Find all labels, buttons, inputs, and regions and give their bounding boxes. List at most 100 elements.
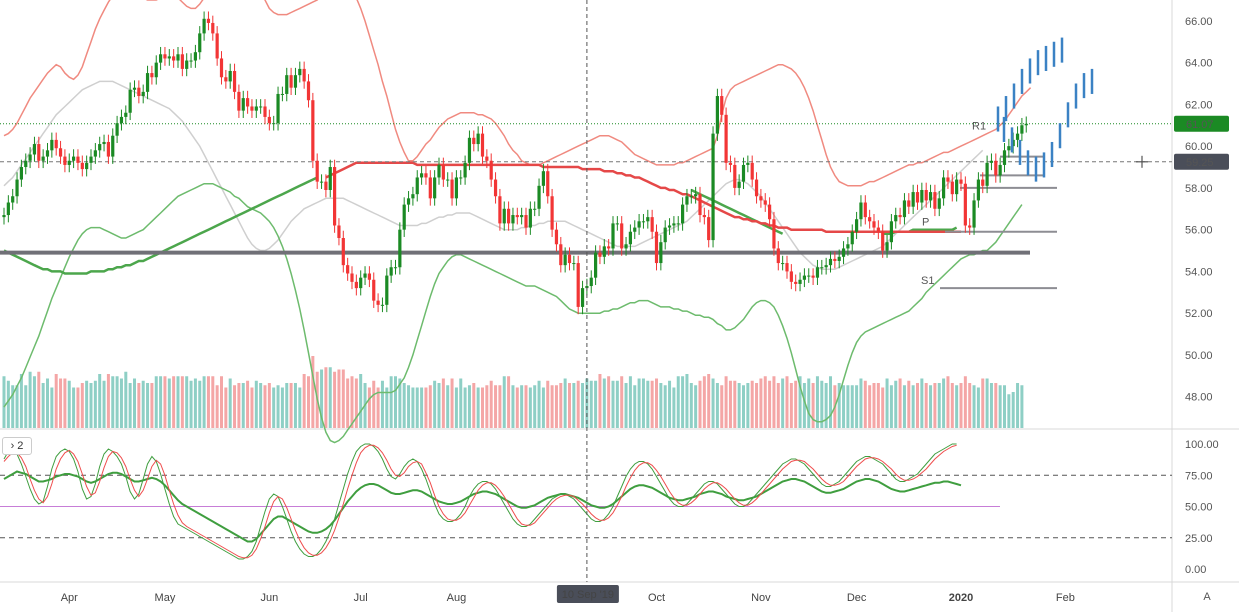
volume-bar [280, 387, 284, 428]
candle-body [841, 248, 846, 257]
candle-body [463, 162, 467, 178]
crosshair-date-badge [556, 585, 619, 603]
candle-body [137, 87, 141, 97]
volume-bar [359, 374, 363, 428]
volume-bar [302, 374, 306, 428]
candle-body [550, 196, 554, 230]
volume-bar [837, 383, 841, 428]
volume-bar [63, 378, 67, 428]
price-axis[interactable]: 66.00 64.00 62.00 60.00 58.00 56.00 54.00 52.00… [1136, 16, 1229, 576]
candle-body [807, 275, 811, 277]
volume-bar [976, 387, 980, 428]
volume-bar [911, 385, 915, 428]
volume-bar [93, 380, 97, 428]
candle-body [846, 244, 850, 249]
volume-bar [206, 376, 210, 428]
candle-body [363, 273, 367, 278]
volume-bar [772, 376, 776, 428]
candle-body [724, 114, 728, 163]
pane-toggle-button[interactable]: › 2 [2, 437, 32, 455]
volume-bar [720, 385, 724, 428]
candle-body [202, 18, 206, 34]
candle-body [280, 93, 284, 95]
volume-bar [341, 369, 345, 428]
candle-body [659, 242, 663, 264]
candle-body [354, 281, 358, 289]
volume-bar [611, 380, 615, 428]
candle-body [502, 208, 506, 224]
volume-bar [559, 383, 563, 428]
candle-body [572, 263, 576, 265]
candle-body [276, 93, 280, 124]
candle-body [872, 221, 876, 228]
time-tick-label: Jun [260, 592, 278, 604]
volume-bar [863, 380, 867, 428]
candle-body [972, 200, 976, 228]
candle-body [637, 221, 641, 228]
candle-body [437, 164, 441, 178]
volume-bar [829, 376, 832, 428]
candle-body [128, 89, 132, 113]
candle-body [763, 200, 767, 205]
volume-bar [794, 380, 798, 428]
auto-scale-button[interactable]: A [1203, 591, 1211, 603]
volume-bar [554, 385, 558, 428]
volume-bar [598, 374, 602, 428]
candle-body [250, 106, 254, 111]
volume-bar [11, 385, 15, 428]
candle-body [193, 52, 197, 61]
volume-bar [1011, 392, 1015, 428]
volume-bar [154, 376, 158, 428]
volume-bar [537, 380, 541, 428]
volume-bar [811, 383, 815, 428]
candle-body [289, 75, 293, 88]
candle-body [663, 227, 667, 243]
candle-body [537, 185, 541, 209]
volume-bar [802, 383, 806, 428]
volume-bar [1016, 383, 1020, 428]
volume-bar [28, 371, 32, 428]
volume-bar [902, 385, 906, 428]
candle-body [528, 208, 532, 228]
candle-body [598, 252, 602, 257]
band-lower-green [3, 182, 1023, 444]
volume-bar [328, 367, 332, 428]
volume-bar [628, 376, 632, 428]
stoch-k-line [3, 443, 957, 560]
volume-bar [59, 378, 63, 428]
volume-bar [489, 380, 493, 428]
candle-body [319, 181, 324, 183]
candle-body [824, 265, 828, 268]
volume-bar [846, 385, 850, 428]
volume-bar [876, 383, 880, 428]
candle-body [602, 246, 606, 257]
volume-bar [46, 378, 49, 428]
candle-body [189, 60, 193, 62]
volume-bar [102, 380, 106, 428]
candle-body [837, 256, 841, 261]
candle-body [863, 202, 867, 218]
candle-body [611, 223, 615, 249]
volume-bar [937, 383, 941, 428]
volume-bar [141, 380, 145, 428]
candle-body [546, 171, 550, 197]
volume-bar [972, 385, 976, 428]
candle-body [924, 189, 928, 201]
volume-bar [568, 383, 571, 428]
candle-body [206, 18, 211, 23]
candlesticks[interactable] [2, 11, 1028, 315]
plus-icon [1136, 155, 1148, 168]
candle-body [450, 179, 454, 199]
time-tick-label: Apr [61, 592, 78, 604]
candle-body [89, 156, 93, 163]
volume-bar [424, 387, 428, 428]
candle-body [150, 73, 154, 78]
candle-body [511, 215, 515, 224]
time-axis[interactable]: Apr May Jun Jul Aug Oct Nov Dec 2020 Feb [61, 592, 1075, 604]
candle-body [246, 98, 250, 107]
time-tick-label: Dec [847, 592, 867, 604]
candle-body [263, 106, 267, 117]
time-tick-label: Aug [447, 592, 467, 604]
